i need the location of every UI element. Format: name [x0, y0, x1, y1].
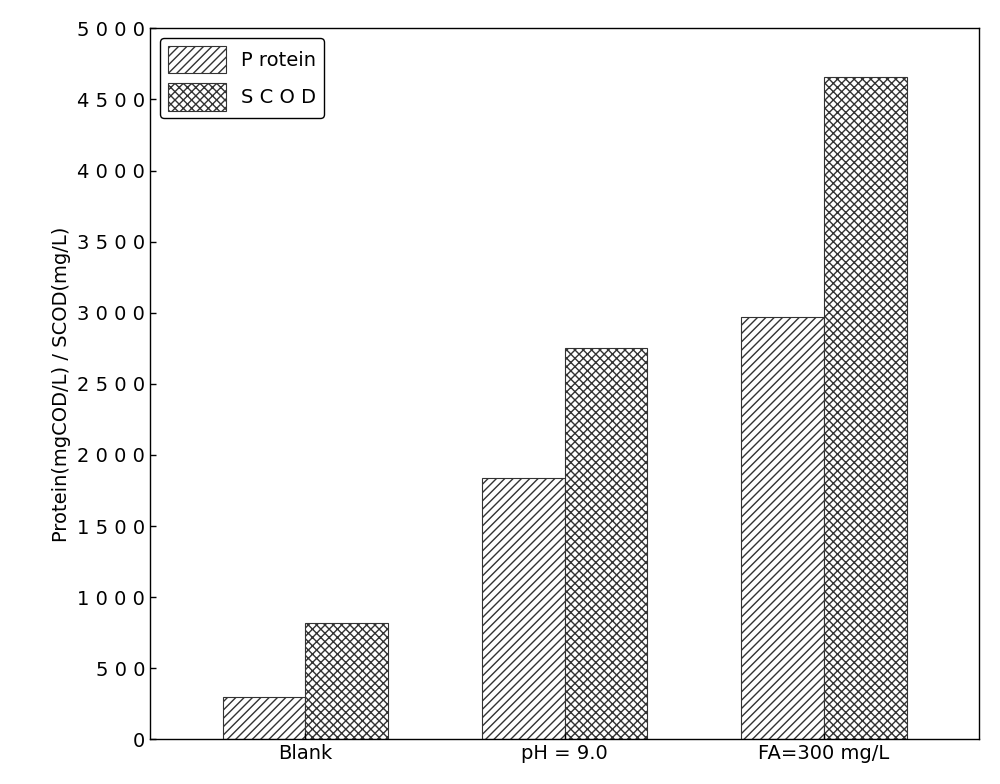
Y-axis label: Protein(mgCOD/L) / SCOD(mg/L): Protein(mgCOD/L) / SCOD(mg/L) — [52, 226, 71, 542]
Bar — [482, 477, 565, 739]
Bar — [741, 317, 824, 739]
Legend: P rotein, S C O D: P rotein, S C O D — [160, 38, 324, 118]
Bar — [305, 622, 388, 739]
Bar — [824, 77, 907, 739]
Bar — [223, 697, 305, 739]
Bar — [565, 348, 647, 739]
